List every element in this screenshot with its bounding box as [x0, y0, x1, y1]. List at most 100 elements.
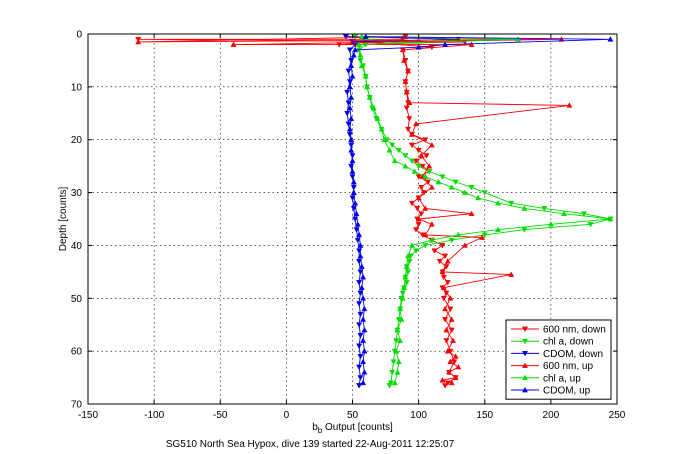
y-axis-label: Depth [counts] — [58, 187, 69, 252]
data-point — [357, 252, 364, 259]
data-point — [390, 359, 397, 365]
legend-label: 600 nm, down — [543, 325, 606, 336]
data-point — [394, 326, 401, 333]
data-point — [403, 280, 410, 286]
x-axis-label-main: b — [312, 422, 318, 433]
data-point — [580, 211, 587, 217]
data-point — [394, 369, 401, 375]
data-point — [395, 147, 402, 154]
data-point — [461, 242, 468, 248]
data-point — [444, 258, 451, 264]
data-point — [399, 46, 406, 53]
x-tick-label: 50 — [347, 410, 359, 421]
legend-marker — [521, 326, 529, 333]
data-point — [352, 46, 359, 53]
data-point — [381, 136, 388, 143]
data-point — [405, 269, 412, 275]
data-point — [607, 36, 614, 42]
data-point — [447, 295, 454, 301]
x-tick-label: 250 — [609, 410, 626, 421]
y-tick-label: 30 — [71, 188, 83, 199]
data-point — [439, 174, 446, 180]
data-point — [448, 316, 455, 322]
data-point — [357, 354, 364, 360]
data-point — [405, 67, 412, 74]
data-point — [428, 141, 435, 148]
data-point — [521, 205, 528, 211]
data-point — [356, 343, 363, 349]
legend-marker — [521, 386, 529, 393]
data-point — [393, 338, 400, 344]
data-point — [348, 147, 355, 153]
legend-marker — [521, 338, 529, 345]
data-point — [342, 34, 349, 40]
data-point — [455, 363, 462, 370]
data-point — [348, 94, 355, 100]
legend-marker — [521, 351, 529, 357]
data-point — [415, 163, 422, 170]
data-point — [414, 206, 421, 212]
data-point — [443, 326, 450, 333]
data-point — [403, 105, 410, 112]
data-point — [361, 369, 368, 375]
data-point — [449, 337, 457, 343]
data-point — [415, 147, 422, 154]
data-point — [412, 158, 420, 164]
data-point — [408, 200, 416, 207]
series-group — [135, 33, 614, 389]
data-point — [357, 332, 364, 339]
data-point — [357, 290, 364, 297]
y-tick-label: 0 — [76, 30, 82, 41]
data-point — [422, 231, 429, 238]
data-point — [415, 215, 422, 222]
ticks: -150 -100 -50 0 50 100 150 200 250 0 10 20 30 40 50 60 7… — [71, 30, 626, 422]
data-point — [415, 221, 422, 228]
data-point — [356, 258, 363, 265]
data-point — [386, 147, 393, 153]
data-point — [393, 348, 400, 354]
data-point — [587, 221, 594, 228]
data-point — [402, 163, 409, 169]
data-point — [357, 269, 364, 275]
data-point — [426, 169, 433, 175]
data-point — [354, 237, 361, 244]
data-point — [481, 232, 488, 238]
data-point — [442, 317, 449, 323]
legend-label: 600 nm, up — [543, 361, 593, 372]
data-point — [494, 226, 501, 232]
data-point — [468, 210, 475, 217]
data-point — [451, 359, 458, 365]
data-point — [444, 280, 451, 286]
x-tick-label: -100 — [144, 410, 164, 421]
data-point — [350, 178, 357, 185]
data-point — [361, 326, 368, 333]
data-point — [387, 380, 394, 386]
data-point — [345, 121, 352, 127]
data-point — [354, 221, 361, 227]
data-point — [401, 57, 408, 63]
x-tick-label: 150 — [476, 410, 493, 421]
x-tick-label: -150 — [78, 410, 98, 421]
data-point — [452, 179, 459, 186]
legend-label: chl a, up — [543, 373, 581, 384]
data-point — [566, 102, 573, 108]
data-point — [349, 157, 356, 164]
data-point — [357, 242, 364, 248]
data-point — [494, 200, 501, 206]
data-point — [418, 152, 425, 158]
data-point — [403, 263, 410, 269]
data-point — [356, 231, 363, 238]
data-point — [439, 377, 446, 383]
data-point — [352, 216, 359, 223]
data-point — [440, 295, 447, 302]
data-point — [405, 126, 412, 133]
data-point — [408, 242, 416, 248]
data-point — [360, 358, 367, 365]
y-tick-label: 10 — [71, 82, 83, 93]
data-point — [514, 36, 521, 42]
data-point — [346, 104, 353, 111]
data-point — [356, 364, 363, 371]
legend-marker — [521, 362, 529, 368]
